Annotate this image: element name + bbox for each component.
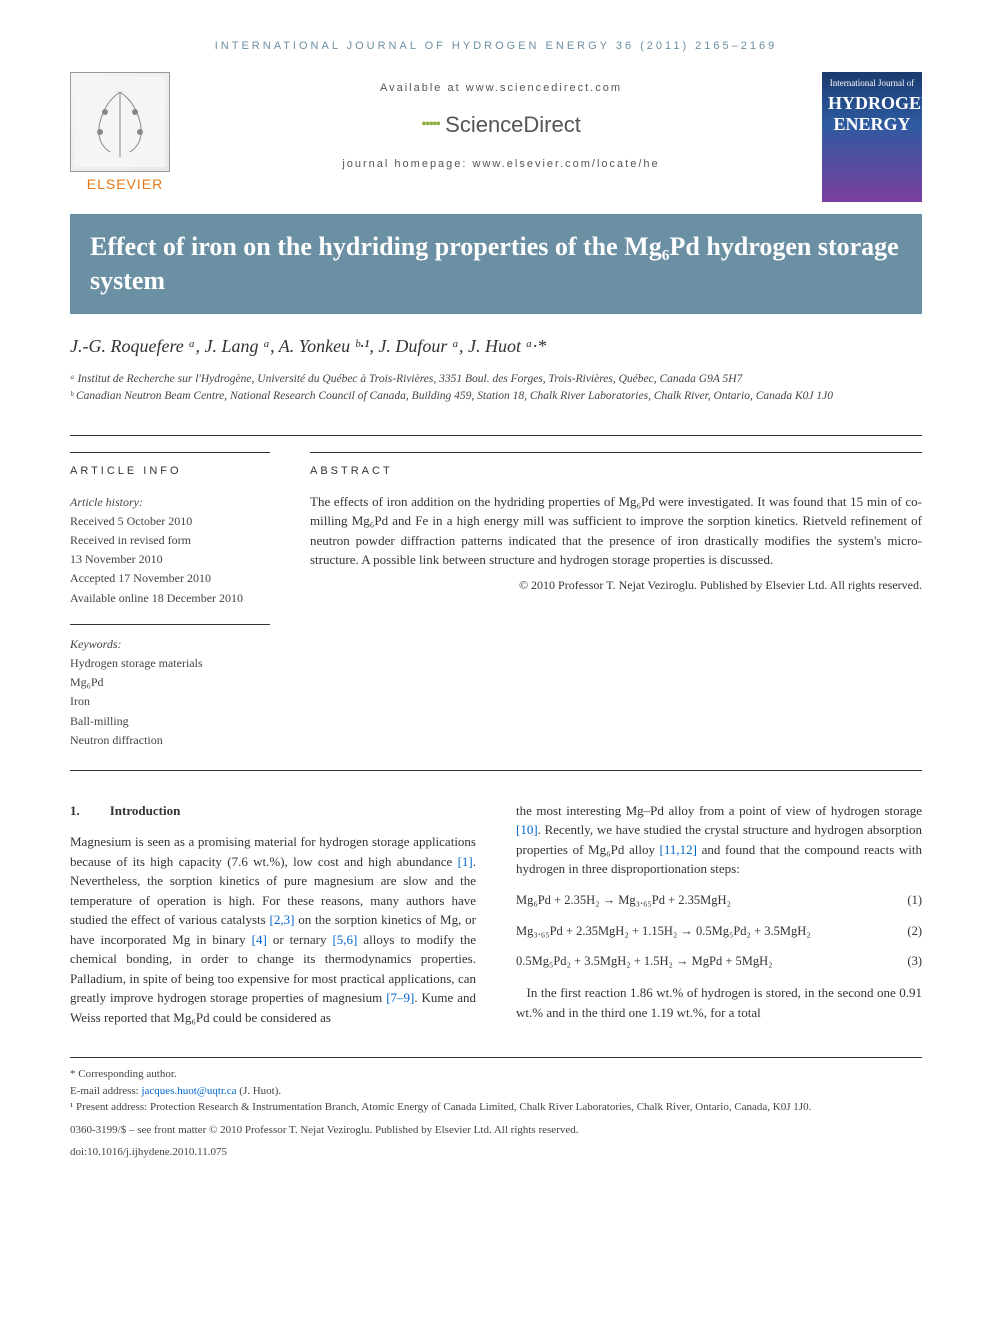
elsevier-tree-icon bbox=[70, 72, 170, 172]
section-title: Introduction bbox=[110, 801, 181, 821]
equation-formula: Mg₃.₆₅Pd + 2.35MgH₂ + 1.15H₂ → 0.5Mg₅Pd₂… bbox=[516, 922, 811, 941]
footnotes: * Corresponding author. E-mail address: … bbox=[70, 1057, 922, 1161]
text-run: In the first reaction 1.86 wt.% of hydro… bbox=[516, 985, 922, 1020]
equation-formula: Mg₆Pd + 2.35H₂ → Mg₃.₆₅Pd + 2.35MgH₂ bbox=[516, 891, 731, 910]
equation-3: 0.5Mg₅Pd₂ + 3.5MgH₂ + 1.5H₂ → MgPd + 5Mg… bbox=[516, 952, 922, 971]
authors-list: J.-G. Roquefere ᵃ, J. Lang ᵃ, A. Yonkeu … bbox=[70, 336, 922, 357]
keyword-item: Neutron diffraction bbox=[70, 731, 270, 750]
article-title-bar: Effect of iron on the hydriding properti… bbox=[70, 214, 922, 314]
affiliation-b: ᵇ Canadian Neutron Beam Centre, National… bbox=[70, 388, 922, 405]
elsevier-label: ELSEVIER bbox=[70, 176, 180, 192]
received-date: Received 5 October 2010 bbox=[70, 512, 270, 531]
keyword-item: Ball-milling bbox=[70, 712, 270, 731]
revised-date: 13 November 2010 bbox=[70, 550, 270, 569]
online-date: Available online 18 December 2010 bbox=[70, 589, 270, 608]
citation-link[interactable]: [4] bbox=[252, 932, 267, 947]
cover-subtitle: International Journal of bbox=[828, 78, 916, 89]
sd-dots-icon: ••••• bbox=[421, 116, 439, 134]
text-run: Magnesium is seen as a promising materia… bbox=[70, 834, 476, 869]
abstract-heading: ABSTRACT bbox=[310, 463, 922, 480]
info-abstract-row: ARTICLE INFO Article history: Received 5… bbox=[70, 435, 922, 750]
email-label: E-mail address: bbox=[70, 1085, 141, 1097]
equation-1: Mg₆Pd + 2.35H₂ → Mg₃.₆₅Pd + 2.35MgH₂ (1) bbox=[516, 891, 922, 910]
text-run: or ternary bbox=[267, 932, 333, 947]
revised-label: Received in revised form bbox=[70, 531, 270, 550]
article-info-column: ARTICLE INFO Article history: Received 5… bbox=[70, 452, 270, 750]
citation-link[interactable]: [10] bbox=[516, 822, 538, 837]
sd-brand-text: ScienceDirect bbox=[445, 112, 581, 138]
affiliations: ᵃ Institut de Recherche sur l'Hydrogène,… bbox=[70, 371, 922, 406]
doi-line: doi:10.1016/j.ijhydene.2010.11.075 bbox=[70, 1144, 922, 1161]
equation-2: Mg₃.₆₅Pd + 2.35MgH₂ + 1.15H₂ → 0.5Mg₅Pd₂… bbox=[516, 922, 922, 941]
equation-number: (2) bbox=[907, 922, 922, 941]
article-title: Effect of iron on the hydriding properti… bbox=[90, 230, 902, 298]
issn-line: 0360-3199/$ – see front matter © 2010 Pr… bbox=[70, 1122, 922, 1139]
citation-link[interactable]: [2,3] bbox=[270, 912, 295, 927]
sciencedirect-logo: ••••• ScienceDirect bbox=[200, 112, 802, 138]
citation-link[interactable]: [5,6] bbox=[332, 932, 357, 947]
intro-continuation: the most interesting Mg–Pd alloy from a … bbox=[516, 801, 922, 879]
intro-paragraph: Magnesium is seen as a promising materia… bbox=[70, 832, 476, 1027]
keyword-item: Iron bbox=[70, 692, 270, 711]
abstract-text: The effects of iron addition on the hydr… bbox=[310, 492, 922, 570]
keywords-label: Keywords: bbox=[70, 635, 270, 654]
section-number: 1. bbox=[70, 801, 80, 821]
citation-link[interactable]: [7–9] bbox=[386, 990, 414, 1005]
text-run: the most interesting Mg–Pd alloy from a … bbox=[516, 803, 922, 818]
equation-formula: 0.5Mg₅Pd₂ + 3.5MgH₂ + 1.5H₂ → MgPd + 5Mg… bbox=[516, 952, 773, 971]
elsevier-logo-block: ELSEVIER bbox=[70, 72, 180, 192]
email-line: E-mail address: jacques.huot@uqtr.ca (J.… bbox=[70, 1083, 922, 1100]
email-name: (J. Huot). bbox=[237, 1085, 282, 1097]
center-header: Available at www.sciencedirect.com •••••… bbox=[200, 72, 802, 170]
corresponding-author: * Corresponding author. bbox=[70, 1066, 922, 1083]
equation-number: (1) bbox=[907, 891, 922, 910]
left-column: 1. Introduction Magnesium is seen as a p… bbox=[70, 801, 476, 1028]
equation-number: (3) bbox=[907, 952, 922, 971]
right-column: the most interesting Mg–Pd alloy from a … bbox=[516, 801, 922, 1028]
accepted-date: Accepted 17 November 2010 bbox=[70, 569, 270, 588]
divider bbox=[70, 770, 922, 771]
keywords-block: Keywords: Hydrogen storage materials Mg₆… bbox=[70, 624, 270, 750]
history-label: Article history: bbox=[70, 493, 270, 512]
present-address: ¹ Present address: Protection Research &… bbox=[70, 1099, 922, 1116]
email-link[interactable]: jacques.huot@uqtr.ca bbox=[141, 1085, 236, 1097]
intro-end: In the first reaction 1.86 wt.% of hydro… bbox=[516, 983, 922, 1022]
publisher-header: ELSEVIER Available at www.sciencedirect.… bbox=[70, 72, 922, 202]
journal-reference: INTERNATIONAL JOURNAL OF HYDROGEN ENERGY… bbox=[70, 40, 922, 52]
cover-main-title: HYDROGEN ENERGY bbox=[828, 93, 916, 135]
keyword-item: Hydrogen storage materials bbox=[70, 654, 270, 673]
keyword-item: Mg₆Pd bbox=[70, 673, 270, 692]
available-text: Available at www.sciencedirect.com bbox=[200, 82, 802, 94]
citation-link[interactable]: [11,12] bbox=[660, 842, 697, 857]
citation-link[interactable]: [1] bbox=[458, 854, 473, 869]
affiliation-a: ᵃ Institut de Recherche sur l'Hydrogène,… bbox=[70, 371, 922, 388]
body-columns: 1. Introduction Magnesium is seen as a p… bbox=[70, 801, 922, 1028]
abstract-copyright: © 2010 Professor T. Nejat Veziroglu. Pub… bbox=[310, 576, 922, 594]
journal-homepage: journal homepage: www.elsevier.com/locat… bbox=[200, 158, 802, 170]
intro-heading: 1. Introduction bbox=[70, 801, 476, 821]
article-info-heading: ARTICLE INFO bbox=[70, 463, 270, 481]
journal-cover: International Journal of HYDROGEN ENERGY bbox=[822, 72, 922, 202]
abstract-column: ABSTRACT The effects of iron addition on… bbox=[310, 452, 922, 750]
